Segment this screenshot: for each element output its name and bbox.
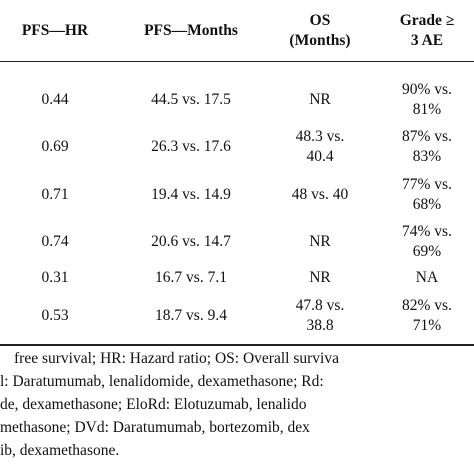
header-pfs-hr: PFS—HR — [21, 22, 89, 39]
cell-ae: 87% vs. — [402, 128, 452, 145]
cell-pfs-months: 44.5 vs. 17.5 — [151, 91, 231, 108]
cell-ae: 83% — [412, 148, 442, 165]
header-pfs-months: PFS—Months — [144, 22, 238, 39]
footnote-line: ib, dexamethasone. — [0, 442, 120, 459]
cell-ae: 81% — [412, 101, 442, 118]
cell-os: 48 vs. 40 — [291, 186, 349, 203]
footnote-line: de, dexamethasone; EloRd: Elotuzumab, le… — [0, 396, 307, 413]
cell-pfs-hr: 0.31 — [41, 269, 69, 286]
cell-ae: NA — [415, 269, 439, 286]
cell-ae: 69% — [412, 243, 442, 260]
cell-os: 40.4 — [306, 148, 334, 165]
cell-ae: 90% vs. — [402, 81, 452, 98]
cell-os: 38.8 — [306, 317, 334, 334]
cell-pfs-hr: 0.69 — [41, 138, 69, 155]
footnote-line: l: Daratumumab, lenalidomide, dexamethas… — [0, 373, 324, 390]
cell-ae: 77% vs. — [402, 176, 452, 193]
footnote-line: methasone; DVd: Daratumumab, bortezomib,… — [0, 419, 310, 436]
cell-os: 47.8 vs. — [295, 297, 345, 314]
cell-pfs-months: 18.7 vs. 9.4 — [155, 307, 227, 324]
header-grade-line1: Grade ≥ — [399, 12, 455, 29]
cell-os: NR — [309, 269, 331, 286]
cell-pfs-months: 26.3 vs. 17.6 — [151, 138, 231, 155]
footnote-line: free survival; HR: Hazard ratio; OS: Ove… — [14, 350, 339, 367]
cell-pfs-months: 16.7 vs. 7.1 — [155, 269, 227, 286]
header-os-line1: OS — [309, 12, 331, 29]
cell-pfs-months: 19.4 vs. 14.9 — [151, 186, 231, 203]
cell-ae: 71% — [412, 317, 442, 334]
cell-pfs-hr: 0.71 — [41, 186, 69, 203]
cell-ae: 68% — [412, 196, 442, 213]
cell-ae: 82% vs. — [402, 297, 452, 314]
cell-pfs-months: 20.6 vs. 14.7 — [151, 233, 231, 250]
table-bottom-rule — [0, 344, 474, 346]
header-grade-line2: 3 AE — [410, 32, 444, 49]
cell-ae: 74% vs. — [402, 223, 452, 240]
cell-pfs-hr: 0.74 — [41, 233, 69, 250]
cell-os: 48.3 vs. — [295, 128, 345, 145]
cell-os: NR — [309, 91, 331, 108]
header-divider — [0, 61, 474, 62]
cell-pfs-hr: 0.44 — [41, 91, 69, 108]
cell-pfs-hr: 0.53 — [41, 307, 69, 324]
cell-os: NR — [309, 233, 331, 250]
header-os-line2: (Months) — [289, 32, 351, 49]
